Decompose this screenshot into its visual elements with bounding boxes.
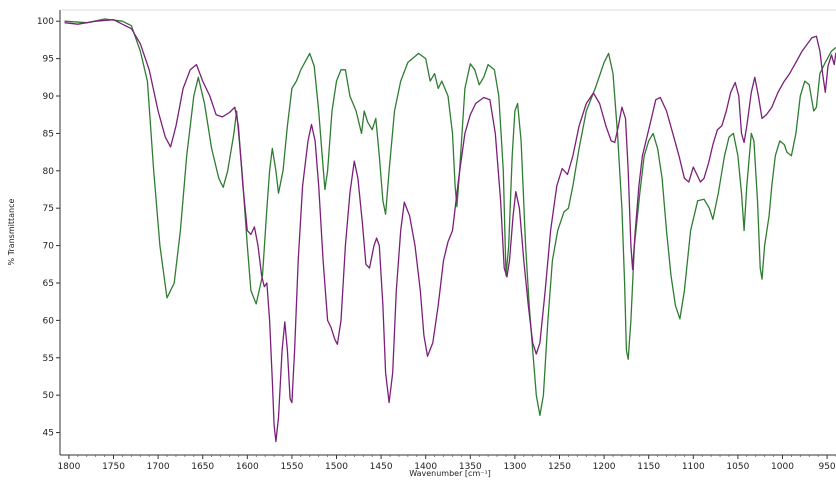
y-tick-label: 45 <box>43 429 54 439</box>
x-tick-label: 1350 <box>459 462 482 472</box>
x-tick-label: 1500 <box>325 462 348 472</box>
y-tick-label: 100 <box>37 17 54 27</box>
x-tick-label: 1750 <box>102 462 125 472</box>
x-tick-label: 1400 <box>414 462 437 472</box>
y-tick-label: 90 <box>43 92 55 102</box>
x-tick-label: 1000 <box>771 462 794 472</box>
y-tick-label: 80 <box>43 167 55 177</box>
x-tick-label: 1450 <box>370 462 393 472</box>
y-tick-label: 55 <box>43 354 54 364</box>
x-axis-title: Wavenumber [cm⁻¹] <box>409 469 491 478</box>
x-tick-label: 1100 <box>682 462 705 472</box>
x-tick-label: 1250 <box>548 462 571 472</box>
x-tick-label: 1700 <box>147 462 170 472</box>
x-ticks: 1800 1750 1700 1650 1600 1550 1500 1450 1400 1350… <box>57 455 836 472</box>
y-tick-label: 85 <box>43 129 54 139</box>
axes <box>59 9 836 456</box>
y-axis-title: % Transmittance <box>7 198 16 265</box>
spectrum-line-2 <box>64 19 836 443</box>
x-tick-label: 1150 <box>637 462 660 472</box>
x-tick-label: 1800 <box>57 462 80 472</box>
y-tick-label: 75 <box>43 204 54 214</box>
x-tick-label: 1550 <box>280 462 303 472</box>
x-tick-label: 950 <box>818 462 835 472</box>
y-tick-label: 50 <box>43 391 55 401</box>
series-layer <box>64 18 836 443</box>
x-tick-label: 1050 <box>726 462 749 472</box>
y-tick-label: 95 <box>43 55 54 65</box>
x-tick-label: 1600 <box>236 462 259 472</box>
x-tick-label: 1300 <box>503 462 526 472</box>
y-tick-label: 60 <box>43 316 55 326</box>
y-tick-label: 65 <box>43 279 54 289</box>
y-tick-label: 70 <box>43 242 55 252</box>
x-tick-label: 1650 <box>191 462 214 472</box>
y-ticks: 45 50 55 60 65 70 75 80 85 90 95 100 <box>37 17 60 439</box>
spectrum-line-1 <box>64 18 836 417</box>
x-tick-label: 1200 <box>593 462 616 472</box>
